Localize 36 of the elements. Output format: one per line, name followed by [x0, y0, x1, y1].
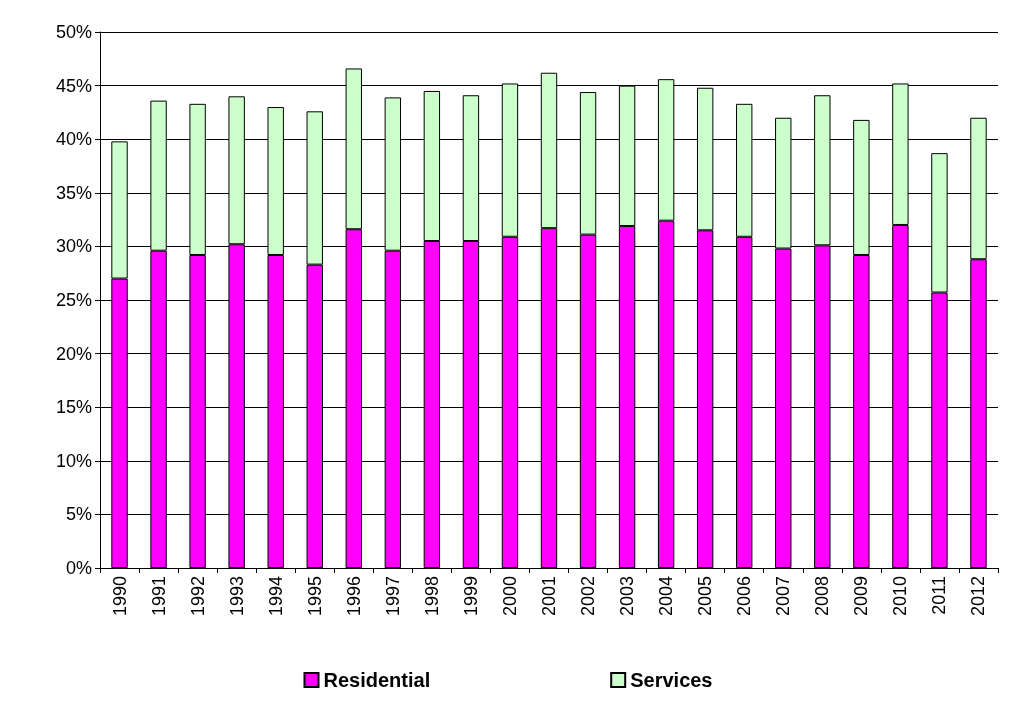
x-tick-label: 2012 [968, 576, 989, 617]
legend-label: Residential [323, 669, 431, 691]
y-tick-label: 40% [55, 129, 92, 150]
x-tick-label: 2007 [773, 576, 794, 617]
y-tick-label: 10% [55, 450, 92, 471]
y-tick-label: 50% [55, 22, 92, 42]
x-tick-label: 2006 [734, 576, 755, 617]
y-tick-label: 5% [65, 504, 92, 525]
x-tick-label: 2004 [656, 576, 677, 617]
x-tick-label: 2010 [890, 576, 911, 617]
x-tick-label: 1993 [226, 576, 247, 617]
y-tick-label: 25% [55, 290, 92, 310]
x-tick-label: 2001 [539, 576, 559, 617]
x-tick-label: 1998 [421, 576, 442, 617]
x-tick-label: 1996 [343, 576, 364, 617]
x-tick-label: 2000 [499, 576, 520, 617]
x-tick-label: 1994 [265, 576, 286, 617]
x-tick-label: 2002 [578, 576, 599, 617]
x-tick-label: 2011 [929, 576, 950, 615]
x-tick-label: 2009 [851, 576, 872, 617]
y-tick-label: 35% [55, 182, 92, 203]
x-tick-label: 2008 [812, 576, 833, 617]
x-tick-label: 1991 [148, 576, 169, 617]
y-tick-label: 20% [55, 343, 92, 364]
x-tick-label: 1992 [187, 576, 208, 617]
y-tick-label: 45% [55, 75, 92, 96]
x-tick-label: 2005 [695, 576, 716, 617]
x-tick-label: 2003 [617, 576, 638, 617]
x-tick-label: 1997 [382, 576, 403, 617]
y-tick-label: 0% [65, 558, 92, 578]
x-tick-label: 1999 [460, 576, 481, 617]
y-tick-label: 30% [55, 236, 92, 257]
x-tick-label: 1995 [304, 576, 325, 617]
y-tick-label: 15% [55, 397, 92, 418]
legend-label: Services [630, 669, 713, 691]
x-tick-label: 1990 [109, 576, 130, 617]
